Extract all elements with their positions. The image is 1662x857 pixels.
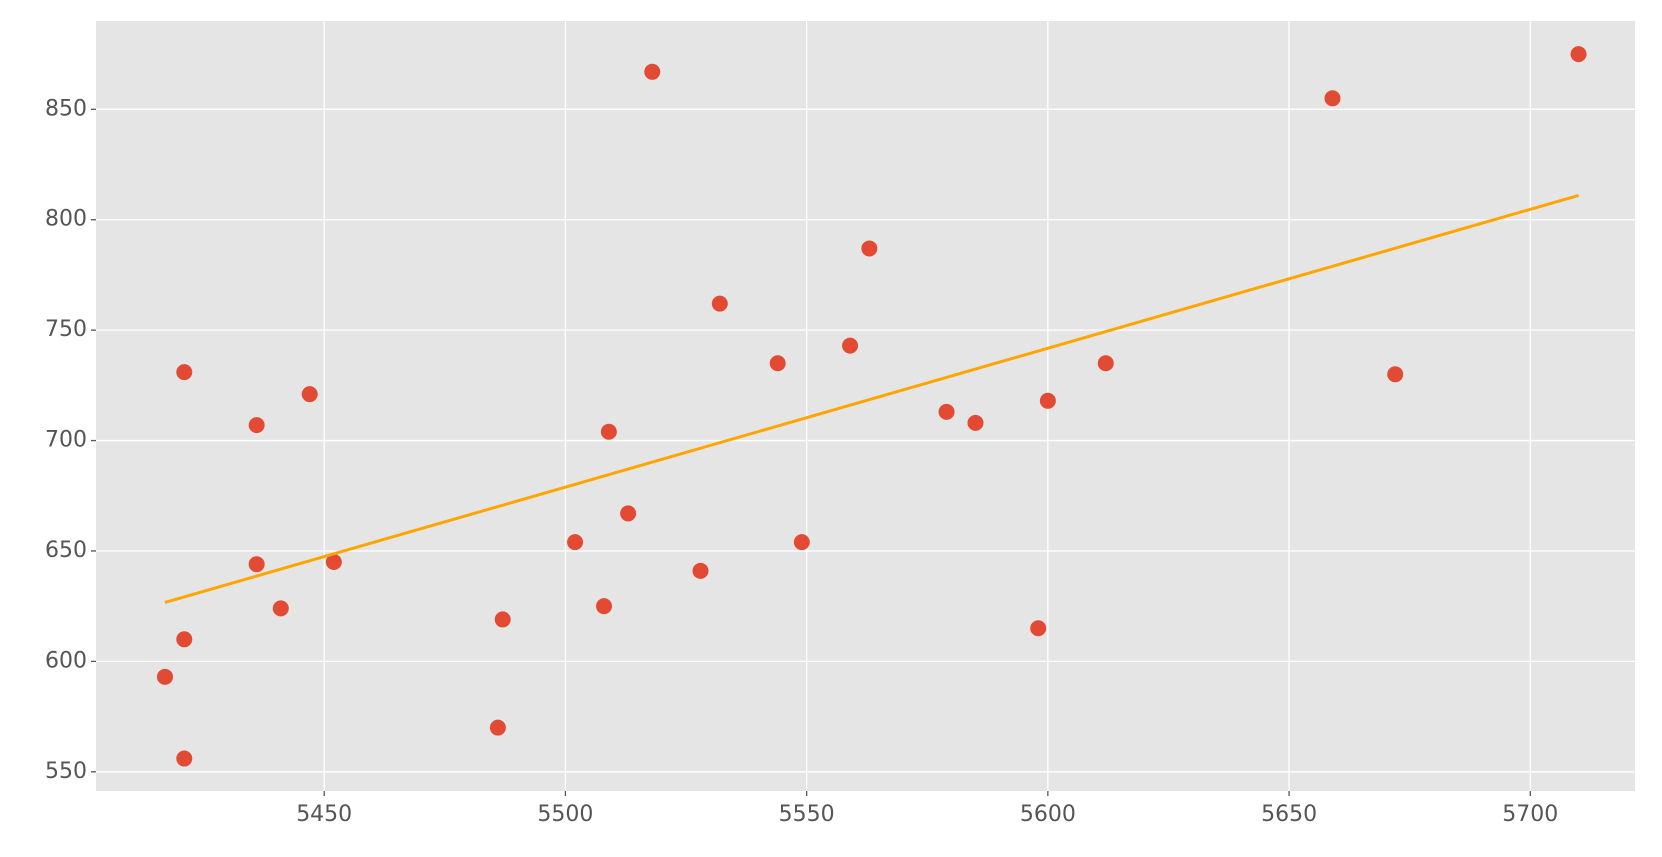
point (861, 240, 878, 257)
point (938, 403, 955, 420)
point (711, 295, 728, 312)
point (1570, 46, 1587, 63)
point (967, 414, 984, 431)
point (567, 534, 584, 551)
x-tick-label: 5650 (1261, 802, 1317, 827)
point (325, 554, 342, 571)
point (620, 505, 637, 522)
point (644, 63, 661, 80)
point (1387, 366, 1404, 383)
point (1324, 90, 1341, 107)
point (692, 562, 709, 579)
point (1097, 355, 1114, 372)
x-tick-label: 5700 (1502, 802, 1558, 827)
point (272, 600, 289, 617)
point (156, 668, 173, 685)
y-tick-label: 600 (45, 648, 87, 673)
y-tick-label: 700 (45, 428, 87, 453)
point (176, 364, 193, 381)
point (248, 556, 265, 573)
y-tick-label: 650 (45, 538, 87, 563)
point (494, 611, 511, 628)
x-tick-label: 5500 (537, 802, 593, 827)
plot-area (96, 21, 1635, 791)
point (600, 423, 617, 440)
point (248, 417, 265, 434)
y-tick-label: 850 (45, 96, 87, 121)
point (301, 386, 318, 403)
point (769, 355, 786, 372)
point (176, 750, 193, 767)
point (489, 719, 506, 736)
point (176, 631, 193, 648)
x-tick-label: 5450 (296, 802, 352, 827)
point (1030, 620, 1047, 637)
y-tick-label: 550 (45, 759, 87, 784)
y-tick-label: 750 (45, 317, 87, 342)
fit-line (164, 194, 1579, 604)
point (842, 337, 859, 354)
point (1039, 392, 1056, 409)
x-tick-label: 5550 (779, 802, 835, 827)
point (596, 598, 613, 615)
x-tick-label: 5600 (1020, 802, 1076, 827)
y-tick-label: 800 (45, 207, 87, 232)
point (793, 534, 810, 551)
